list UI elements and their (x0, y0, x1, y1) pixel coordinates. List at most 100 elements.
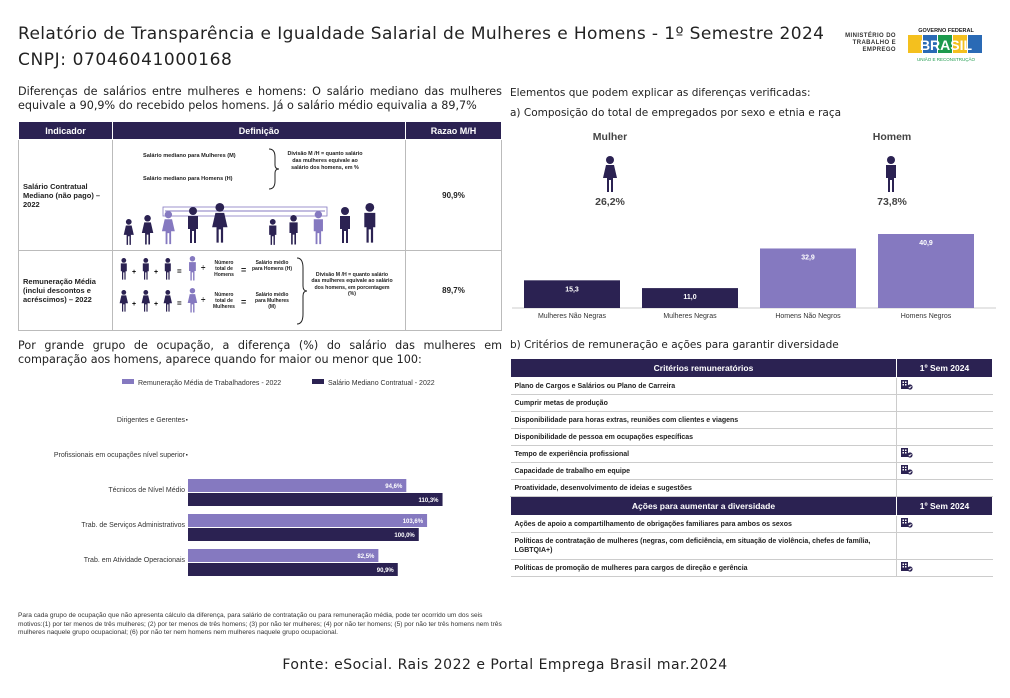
category-label: Trab. em Atividade Operacionais (84, 557, 186, 564)
empty-cell (896, 428, 993, 446)
indicator-value: 90,9% (405, 139, 502, 251)
bar (188, 514, 428, 527)
empty-cell (896, 532, 993, 560)
woman-icon (119, 289, 128, 312)
svg-text:BRASIL: BRASIL (920, 37, 973, 53)
men-count-label: Número total de Homens (214, 259, 234, 278)
check-icon (896, 445, 993, 463)
table-row: Disponibilidade para horas extras, reuni… (510, 411, 993, 429)
bar-value-label: 94,6% (385, 484, 403, 490)
check-icon (896, 377, 993, 395)
table-row: Capacidade de trabalho em equipe (510, 462, 993, 480)
people-sum-illustration: + + = ÷ + + = ÷ (119, 255, 206, 312)
man-icon (340, 206, 350, 243)
plus-sign: + (154, 269, 158, 276)
table-row: Cumprir metas de produção (510, 394, 993, 412)
man-label: Homem (873, 131, 912, 143)
bar (188, 493, 443, 506)
row-label: Políticas de promoção de mulheres para c… (510, 559, 897, 577)
empty-cell (896, 394, 993, 412)
woman-icon (187, 287, 198, 312)
legend-label: Remuneração Média de Trabalhadores - 202… (138, 380, 281, 387)
indicators-table: Indicador Definição Razao M/H Salário Co… (18, 121, 502, 331)
section-a-title: a) Composição do total de empregados por… (510, 107, 842, 119)
equals-sign: = (177, 267, 182, 276)
table-row: Tempo de experiência profissional (510, 445, 993, 463)
category-label: Homens Não Negros (775, 313, 841, 320)
bar (188, 528, 419, 541)
man-icon (313, 210, 323, 244)
criteria-col-header: 1º Sem 2024 (896, 358, 993, 378)
women-count-label: Número total de Mulheres (213, 291, 235, 310)
women-avg-label: Salário médio para Mulheres (M) (255, 291, 289, 310)
bar (524, 280, 620, 308)
plus-sign: + (132, 269, 136, 276)
actions-header: Ações para aumentar a diversidade (510, 496, 897, 516)
criteria-header: Critérios remuneratórios (510, 358, 897, 378)
woman-label: Mulher (593, 131, 627, 143)
category-label: Trab. de Serviços Administrativos (81, 522, 185, 529)
bar-value-label: 103,6% (403, 519, 424, 525)
page-title: Relatório de Transparência e Igualdade S… (18, 24, 825, 44)
division-sign: ÷ (201, 263, 206, 272)
equals-sign: = (241, 264, 247, 275)
man-pct: 73,8% (877, 196, 907, 208)
division-note: Divisão M /H = quanto salário das mulher… (311, 271, 393, 298)
legend-swatch (312, 379, 324, 384)
indicator-value: 89,7% (405, 250, 502, 331)
man-icon (886, 156, 896, 192)
plus-sign: + (154, 301, 158, 308)
row-label: Ações de apoio a compartilhamento de obr… (510, 515, 897, 533)
legend-label: Salário Mediano Contratual - 2022 (328, 380, 435, 387)
source-text: Fonte: eSocial. Rais 2022 e Portal Empre… (282, 657, 728, 673)
woman-pct: 26,2% (595, 196, 625, 208)
row-label: Políticas de contratação de mulheres (ne… (510, 532, 897, 560)
table-row: Ações de apoio a compartilhamento de obr… (510, 515, 993, 533)
woman-icon (212, 202, 228, 243)
bar-value-label: 100,0% (394, 533, 415, 539)
people-row-illustration (123, 202, 376, 245)
woman-icon (161, 210, 175, 244)
category-label: Dirigentes e Gerentes (117, 417, 186, 424)
category-label: Técnicos de Nível Médio (108, 487, 185, 494)
man-icon (289, 214, 298, 245)
bar (188, 549, 379, 562)
intro-text: Diferenças de salários entre mulheres e … (18, 85, 502, 112)
empty-marker (186, 419, 188, 421)
header-razao: Razao M/H (405, 121, 502, 140)
table-row: Políticas de contratação de mulheres (ne… (510, 532, 993, 560)
bar-value-label: 15,3 (565, 286, 579, 293)
elements-title: Elementos que podem explicar as diferenç… (510, 87, 811, 99)
bar-value-label: 110,3% (419, 498, 440, 504)
check-icon (896, 559, 993, 577)
composition-chart: Mulher 26,2% Homem 73,8% 15,3 Mulheres Nã… (512, 131, 996, 320)
footnote: Para cada grupo de ocupação que não apre… (18, 612, 502, 637)
indicator-name: Salário Contratual Mediano (não pago) – … (18, 139, 113, 251)
bar-value-label: 82,5% (357, 554, 375, 560)
row-label: Disponibilidade para horas extras, reuni… (510, 411, 897, 429)
actions-col-header: 1º Sem 2024 (896, 496, 993, 516)
bar-value-label: 40,9 (919, 240, 933, 247)
man-icon (189, 255, 196, 280)
brace-icon (268, 148, 280, 189)
occupation-section-text: Por grande grupo de ocupação, a diferenç… (18, 339, 502, 366)
table-row: Políticas de promoção de mulheres para c… (510, 559, 993, 577)
section-b-title: b) Critérios de remuneração e ações para… (510, 339, 839, 351)
table-row: Disponibilidade de pessoa em ocupações e… (510, 428, 993, 446)
row-label: Disponibilidade de pessoa em ocupações e… (510, 428, 897, 446)
check-icon (896, 462, 993, 480)
plus-sign: + (132, 301, 136, 308)
men-median-label: Salário mediano para Homens (H) (143, 175, 233, 182)
row-label: Plano de Cargos e Salários ou Plano de C… (510, 377, 897, 395)
category-label: Homens Negros (901, 313, 952, 320)
women-median-label: Salário mediano para Mulheres (M) (143, 152, 236, 159)
bar (760, 248, 856, 308)
man-icon (364, 202, 376, 243)
definition-average: + + = ÷ + + = ÷ Número total de Homens = Salári… (112, 250, 406, 331)
category-label: Mulheres Negras (663, 313, 717, 320)
bar (878, 234, 974, 308)
division-note: Divisão M /H = quanto salário das mulher… (287, 150, 363, 171)
bar (188, 563, 398, 576)
bar (642, 288, 738, 308)
empty-cell (896, 411, 993, 429)
